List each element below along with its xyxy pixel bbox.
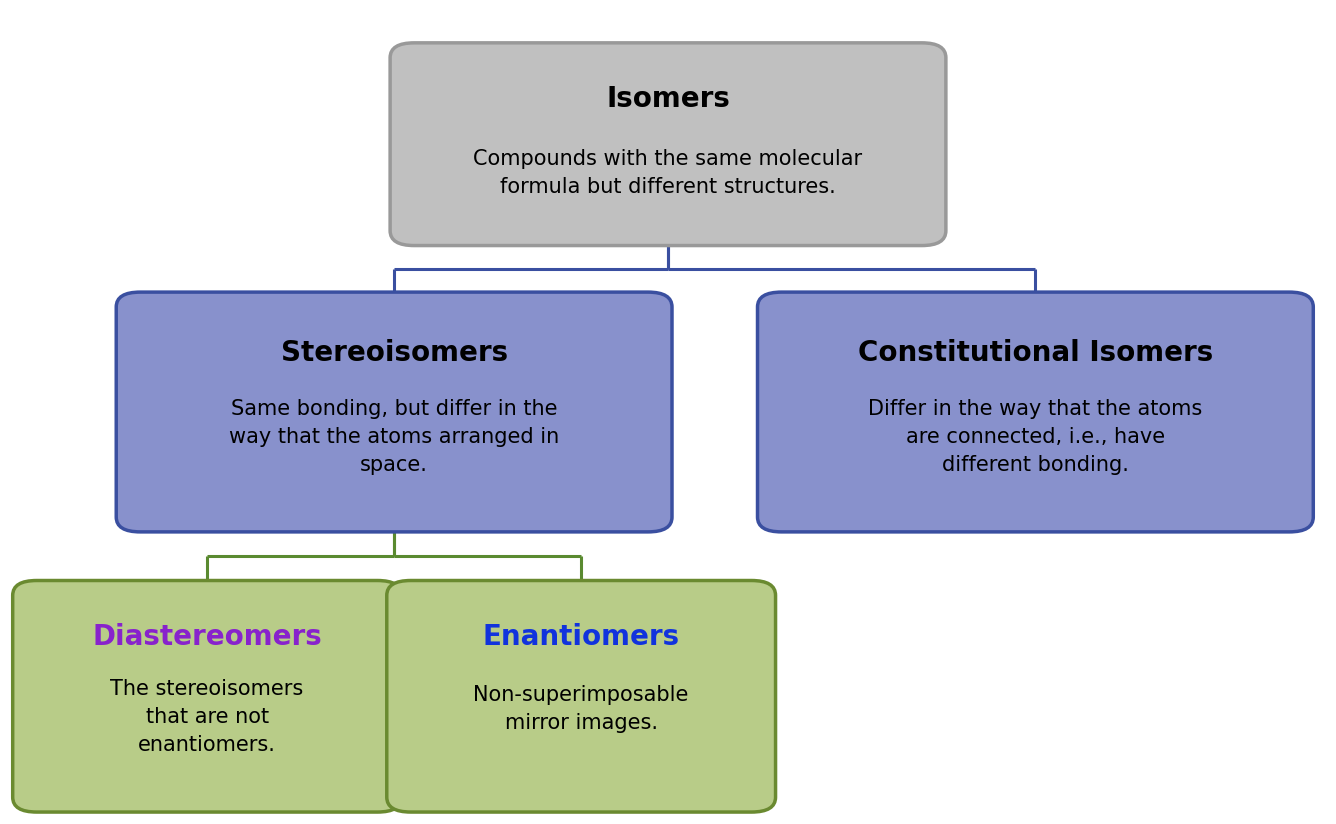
Text: The stereoisomers
that are not
enantiomers.: The stereoisomers that are not enantiome… — [111, 679, 303, 755]
Text: Same bonding, but differ in the
way that the atoms arranged in
space.: Same bonding, but differ in the way that… — [228, 399, 560, 475]
Text: Enantiomers: Enantiomers — [482, 623, 680, 651]
FancyBboxPatch shape — [387, 580, 775, 812]
FancyBboxPatch shape — [12, 580, 401, 812]
Text: Compounds with the same molecular
formula but different structures.: Compounds with the same molecular formul… — [473, 149, 863, 197]
Text: Constitutional Isomers: Constitutional Isomers — [858, 339, 1213, 367]
Text: Non-superimposable
mirror images.: Non-superimposable mirror images. — [473, 685, 689, 733]
Text: Differ in the way that the atoms
are connected, i.e., have
different bonding.: Differ in the way that the atoms are con… — [868, 399, 1202, 475]
FancyBboxPatch shape — [758, 293, 1313, 532]
Text: Isomers: Isomers — [607, 85, 729, 113]
FancyBboxPatch shape — [116, 293, 672, 532]
Text: Diastereomers: Diastereomers — [92, 623, 322, 651]
FancyBboxPatch shape — [390, 43, 946, 246]
Text: Stereoisomers: Stereoisomers — [281, 339, 508, 367]
